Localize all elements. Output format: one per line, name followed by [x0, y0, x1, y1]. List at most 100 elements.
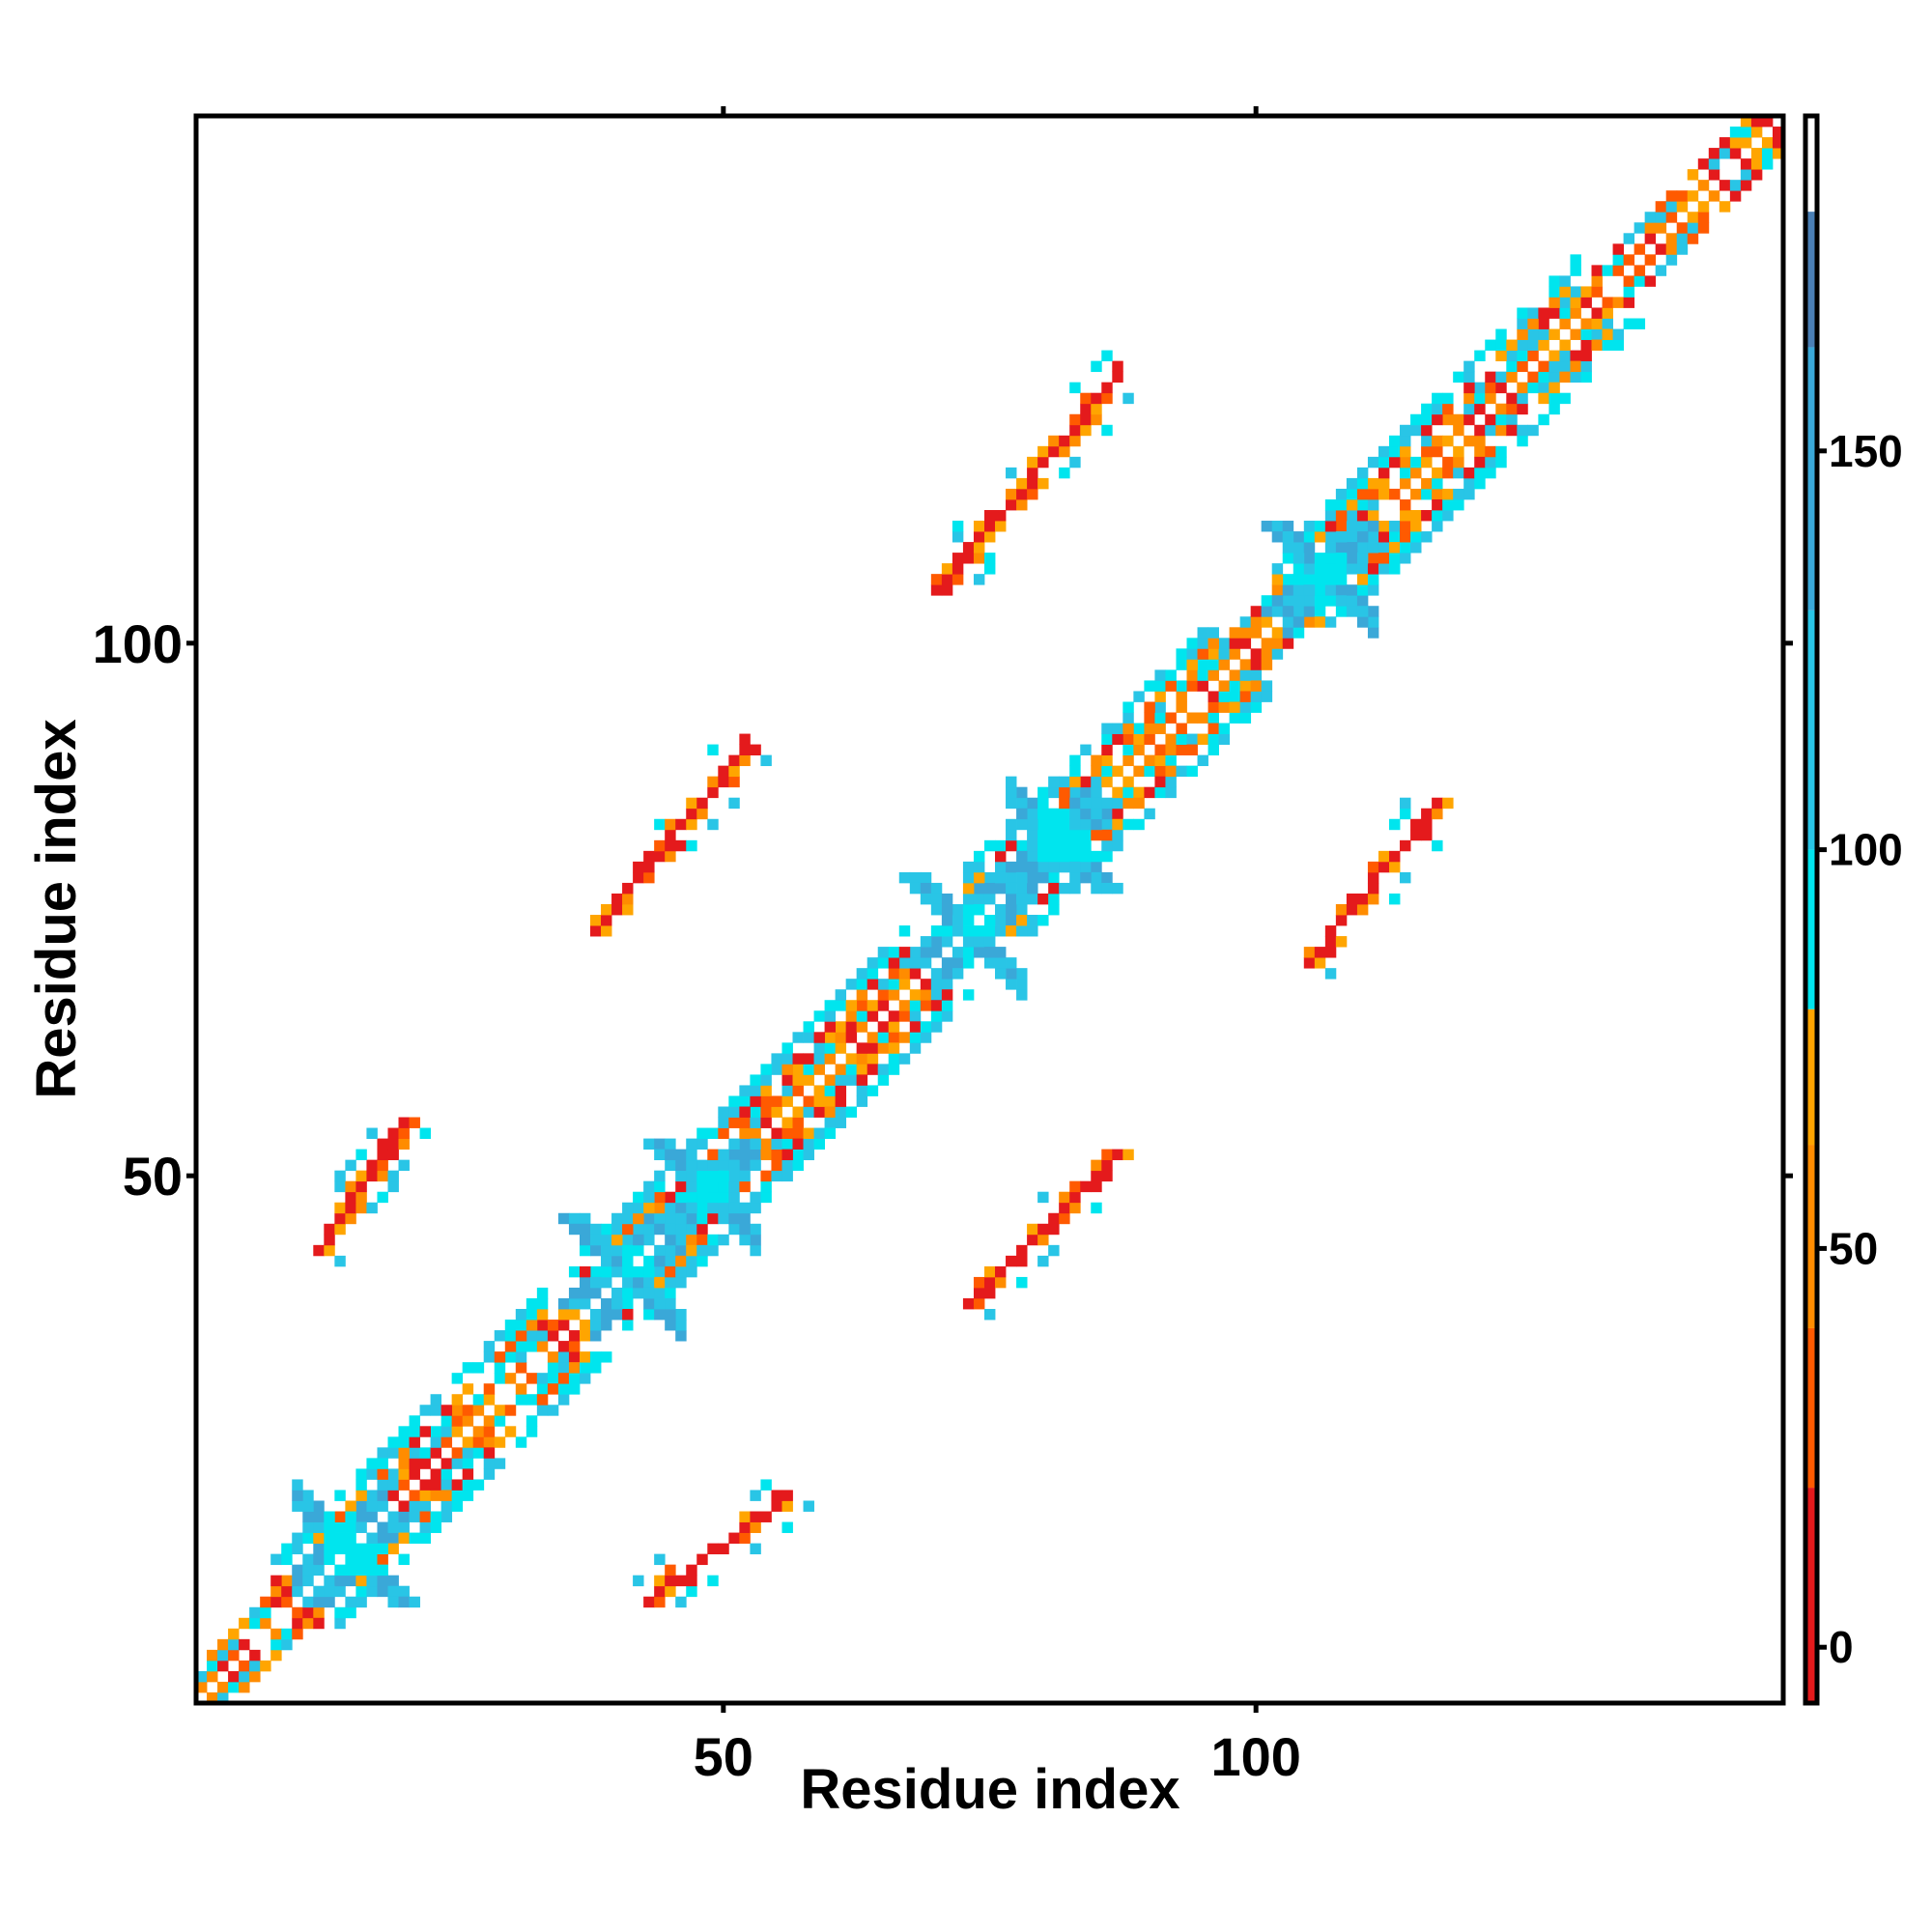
heatmap-cell [601, 903, 612, 916]
heatmap-cell [760, 1095, 772, 1107]
heatmap-cell [334, 1212, 346, 1225]
heatmap-cell [1421, 818, 1433, 831]
heatmap-cell [1634, 243, 1646, 255]
heatmap-cell [856, 979, 868, 990]
heatmap-cell [568, 1309, 581, 1321]
heatmap-cell [1229, 638, 1241, 649]
heatmap-cell [1186, 733, 1198, 745]
heatmap-cell [1378, 850, 1390, 863]
heatmap-cell [1229, 648, 1241, 660]
heatmap-cell [1048, 839, 1060, 852]
heatmap-cell [355, 1543, 367, 1555]
heatmap-cell [1303, 616, 1316, 628]
heatmap-cell [1261, 595, 1273, 607]
heatmap-cell [1687, 222, 1699, 234]
heatmap-cell [302, 1606, 314, 1619]
heatmap-cell [1697, 212, 1710, 223]
heatmap-cell [803, 1021, 814, 1033]
heatmap-cell [1324, 584, 1337, 596]
heatmap-cell [1122, 744, 1134, 756]
heatmap-cell [1059, 776, 1070, 788]
heatmap-cell [249, 1617, 261, 1630]
heatmap-cell [1016, 989, 1028, 1001]
heatmap-cell [1485, 339, 1496, 351]
heatmap-cell [1400, 808, 1411, 820]
heatmap-cell [1356, 606, 1369, 617]
heatmap-cell [1091, 797, 1102, 810]
heatmap-cell [1324, 531, 1337, 543]
heatmap-cell [1122, 1149, 1134, 1161]
heatmap-cell [941, 925, 953, 937]
heatmap-cell [1389, 861, 1401, 873]
heatmap-cell [1389, 456, 1401, 469]
heatmap-cell [920, 957, 932, 969]
heatmap-cell [1644, 212, 1657, 223]
heatmap-cell [281, 1575, 293, 1587]
heatmap-cell [803, 1138, 814, 1151]
heatmap-cell [568, 1265, 581, 1278]
heatmap-cell [803, 1500, 814, 1512]
heatmap-cell [1346, 563, 1358, 575]
heatmap-cell [696, 1212, 708, 1225]
heatmap-cell [1740, 180, 1752, 191]
heatmap-cell [419, 1479, 431, 1491]
heatmap-cell [302, 1596, 314, 1608]
heatmap-cell [1091, 413, 1102, 426]
heatmap-cell [568, 1383, 581, 1395]
heatmap-cell [1091, 882, 1102, 895]
heatmap-cell [1335, 553, 1348, 564]
heatmap-cell [1356, 574, 1369, 585]
heatmap-cell [995, 509, 1007, 522]
heatmap-cell [398, 1596, 410, 1608]
heatmap-cell [1069, 1180, 1081, 1193]
heatmap-cell [1059, 850, 1070, 863]
heatmap-cell [909, 989, 922, 1001]
heatmap-cell [1176, 691, 1187, 702]
heatmap-cell [1080, 861, 1092, 873]
heatmap-cell [1027, 818, 1038, 831]
heatmap-cell [601, 915, 612, 926]
heatmap-cell [589, 1287, 602, 1299]
heatmap-cell [1474, 424, 1486, 437]
heatmap-cell [1048, 1223, 1060, 1236]
heatmap-cell [750, 1074, 761, 1086]
heatmap-cell [377, 1468, 388, 1480]
heatmap-cell [419, 1532, 431, 1544]
heatmap-cell [1421, 509, 1433, 522]
heatmap-cell [601, 1223, 612, 1236]
heatmap-cell [1218, 648, 1231, 660]
heatmap-cell [1016, 797, 1028, 810]
heatmap-cell [1027, 850, 1038, 863]
heatmap-cell [1623, 286, 1635, 298]
heatmap-cell [1634, 222, 1646, 234]
heatmap-cell [930, 989, 943, 1001]
heatmap-cell [1676, 190, 1689, 202]
heatmap-cell [1421, 531, 1433, 543]
heatmap-cell [1400, 435, 1411, 447]
heatmap-cell [728, 1202, 740, 1214]
heatmap-cell [962, 925, 975, 937]
heatmap-cell [557, 1309, 570, 1321]
heatmap-cell [1101, 882, 1113, 895]
heatmap-cell [1378, 861, 1390, 873]
heatmap-cell [1059, 786, 1070, 799]
heatmap-cell [718, 1127, 729, 1139]
heatmap-cell [1676, 201, 1689, 213]
heatmap-cell [1400, 521, 1411, 532]
heatmap-cell [1069, 1202, 1081, 1214]
heatmap-cell [526, 1309, 538, 1321]
heatmap-cell [995, 839, 1007, 852]
heatmap-cell [398, 1479, 410, 1491]
heatmap-cell [611, 1297, 623, 1310]
heatmap-cell [1314, 616, 1326, 628]
heatmap-cell [643, 1287, 655, 1299]
heatmap-cell [536, 1309, 549, 1321]
heatmap-cell [622, 1255, 634, 1267]
heatmap-cell [579, 1223, 591, 1236]
heatmap-cell [622, 1234, 634, 1246]
heatmap-cell [1282, 638, 1294, 649]
y-tick-label-100: 100 [93, 613, 183, 674]
heatmap-cell [1059, 882, 1070, 895]
heatmap-cell [813, 1106, 825, 1118]
heatmap-cell [1591, 339, 1603, 351]
